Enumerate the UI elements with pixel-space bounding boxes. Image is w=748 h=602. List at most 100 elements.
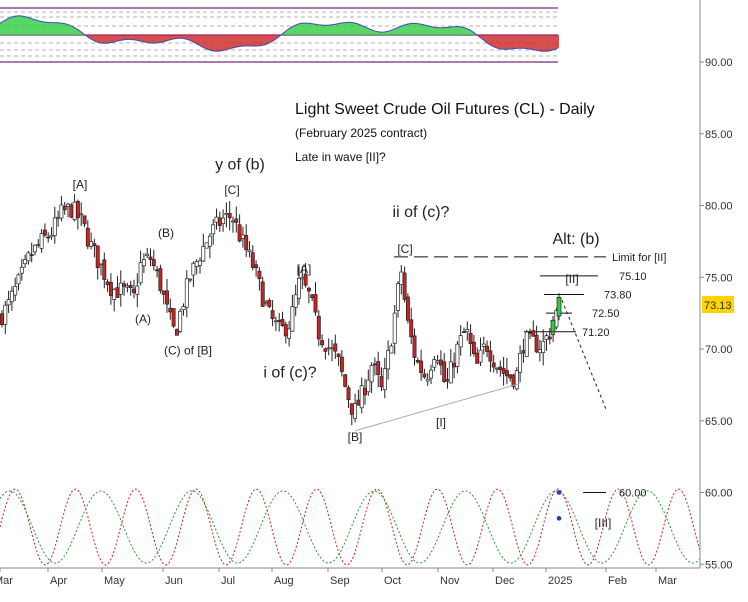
candle xyxy=(59,195,64,222)
candle xyxy=(330,339,334,362)
candle xyxy=(247,241,252,258)
candle xyxy=(112,287,117,312)
candle xyxy=(237,214,242,243)
level-label: 75.10 xyxy=(619,271,647,283)
wave-label: (A) xyxy=(135,312,151,326)
candle xyxy=(405,293,410,324)
candle xyxy=(56,210,61,227)
candle xyxy=(9,286,14,311)
cycle-dot xyxy=(556,516,562,521)
candle xyxy=(138,250,143,286)
candle xyxy=(72,193,77,222)
candle xyxy=(39,228,44,253)
candle xyxy=(191,261,196,287)
projection-path xyxy=(561,300,607,410)
candle xyxy=(0,310,4,328)
candle xyxy=(204,242,209,249)
candle xyxy=(141,253,146,273)
candle xyxy=(264,299,268,306)
candle xyxy=(323,347,328,360)
candle xyxy=(458,325,463,356)
candle xyxy=(349,403,354,426)
candle xyxy=(33,244,37,256)
candle xyxy=(66,202,70,218)
current-price-label: 73.13 xyxy=(704,300,732,312)
current-price-tag xyxy=(702,296,734,313)
candle xyxy=(432,356,437,372)
candle xyxy=(125,282,130,293)
axes: 90.00 85.00 80.00 75.00 70.00 65.00 60.00 55.00… xyxy=(0,0,733,587)
wave-label: [C] xyxy=(397,242,412,256)
candle xyxy=(29,242,34,263)
wave-label: [III] xyxy=(595,516,612,530)
candle xyxy=(227,201,232,231)
candle xyxy=(320,334,325,348)
candle xyxy=(468,324,473,357)
candle xyxy=(198,257,202,274)
level-60-00: 60.00 xyxy=(583,488,647,500)
candle xyxy=(422,368,427,379)
x-tick-label: Apr xyxy=(50,575,67,587)
level-label: 72.50 xyxy=(592,308,620,320)
candle xyxy=(231,216,235,233)
wave-label: [I] xyxy=(436,415,446,429)
candle xyxy=(132,279,136,299)
cycle-dot xyxy=(556,490,562,495)
candle xyxy=(495,367,499,374)
annotation-lines xyxy=(354,300,607,432)
candle xyxy=(75,199,80,230)
candle xyxy=(194,258,199,275)
wave-label: [A] xyxy=(297,262,312,276)
wave-label: [C] xyxy=(224,183,239,197)
candle xyxy=(478,337,483,367)
candle xyxy=(514,367,519,391)
candle xyxy=(429,364,433,385)
x-tick-label: Dec xyxy=(495,575,515,587)
candle xyxy=(287,320,292,347)
candle xyxy=(273,316,278,332)
candle xyxy=(448,349,453,384)
wave-label: i of (c)? xyxy=(263,365,316,382)
candle xyxy=(49,227,54,240)
candle xyxy=(82,215,87,228)
candle xyxy=(207,233,212,259)
level-75-10: 75.10 xyxy=(540,271,647,283)
candle xyxy=(356,389,361,406)
candle xyxy=(250,245,255,271)
candle xyxy=(425,373,430,386)
candle xyxy=(382,357,387,399)
candle xyxy=(254,260,259,277)
candle xyxy=(158,264,163,294)
candle xyxy=(69,202,74,219)
y-tick-label: 85.00 xyxy=(705,129,733,141)
candle xyxy=(46,232,51,243)
candle xyxy=(168,298,173,320)
support-trendline xyxy=(354,382,521,432)
candle xyxy=(462,327,466,333)
candle xyxy=(316,310,321,347)
chart-note: Late in wave [II]? xyxy=(295,150,386,164)
chart-subtitle: (February 2025 contract) xyxy=(295,126,427,140)
candle xyxy=(333,334,338,359)
x-tick-label: Jul xyxy=(221,575,235,587)
oscillator-panel xyxy=(0,7,559,63)
x-tick-label: Jun xyxy=(165,575,183,587)
candle xyxy=(283,321,288,344)
candle xyxy=(89,232,94,250)
wave-label: [B] xyxy=(348,430,363,444)
candle xyxy=(297,266,301,305)
candle xyxy=(547,328,552,345)
candle xyxy=(234,206,239,233)
x-tick-label: May xyxy=(104,575,125,587)
candle xyxy=(521,338,526,363)
candle xyxy=(102,252,107,289)
wave-label: (C) of [B] xyxy=(164,344,212,358)
level-label: 71.20 xyxy=(582,327,610,339)
candle xyxy=(537,339,542,362)
candle xyxy=(396,281,400,318)
candle xyxy=(481,336,486,355)
candle xyxy=(62,201,67,215)
candle xyxy=(42,223,47,238)
x-tick-label: Nov xyxy=(440,575,460,587)
candle xyxy=(135,273,140,308)
